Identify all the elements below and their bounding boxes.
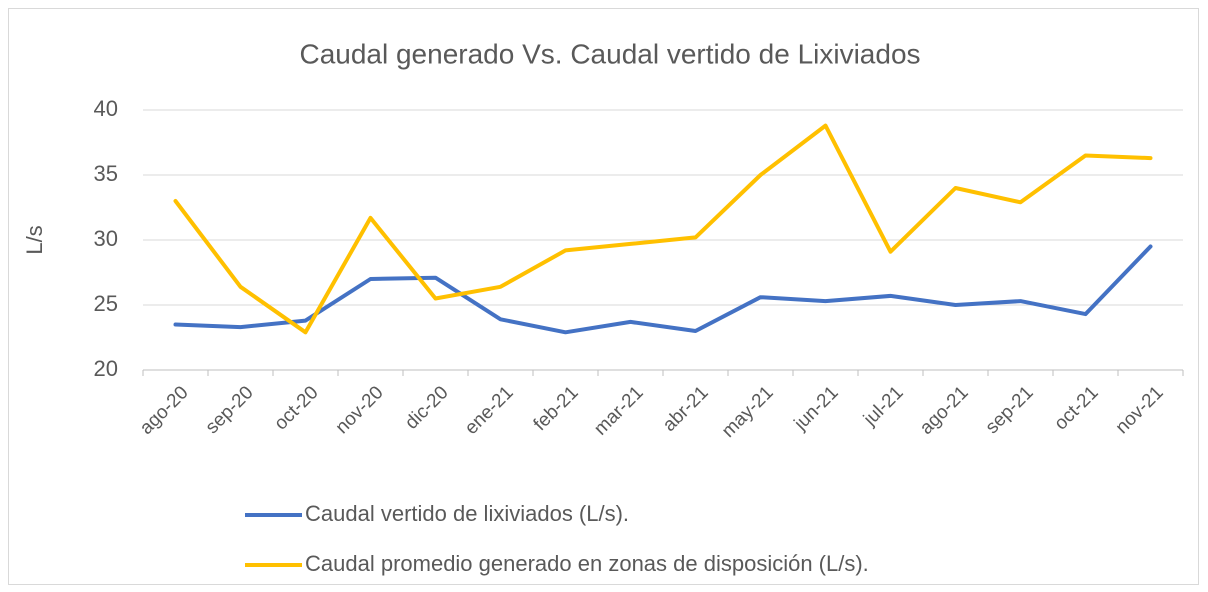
- y-tick-label: 40: [94, 96, 118, 121]
- legend-label: Caudal promedio generado en zonas de dis…: [305, 551, 869, 576]
- y-tick-label: 30: [94, 226, 118, 251]
- series-line: [173, 123, 1153, 335]
- y-axis-label: L/s: [22, 225, 47, 254]
- chart-border: [8, 8, 1199, 585]
- y-tick-label: 20: [94, 356, 118, 381]
- legend-label: Caudal vertido de lixiviados (L/s).: [305, 501, 629, 526]
- y-tick-label: 25: [94, 291, 118, 316]
- y-tick-label: 35: [94, 161, 118, 186]
- series-line: [173, 244, 1153, 335]
- chart-title: Caudal generado Vs. Caudal vertido de Li…: [299, 38, 920, 69]
